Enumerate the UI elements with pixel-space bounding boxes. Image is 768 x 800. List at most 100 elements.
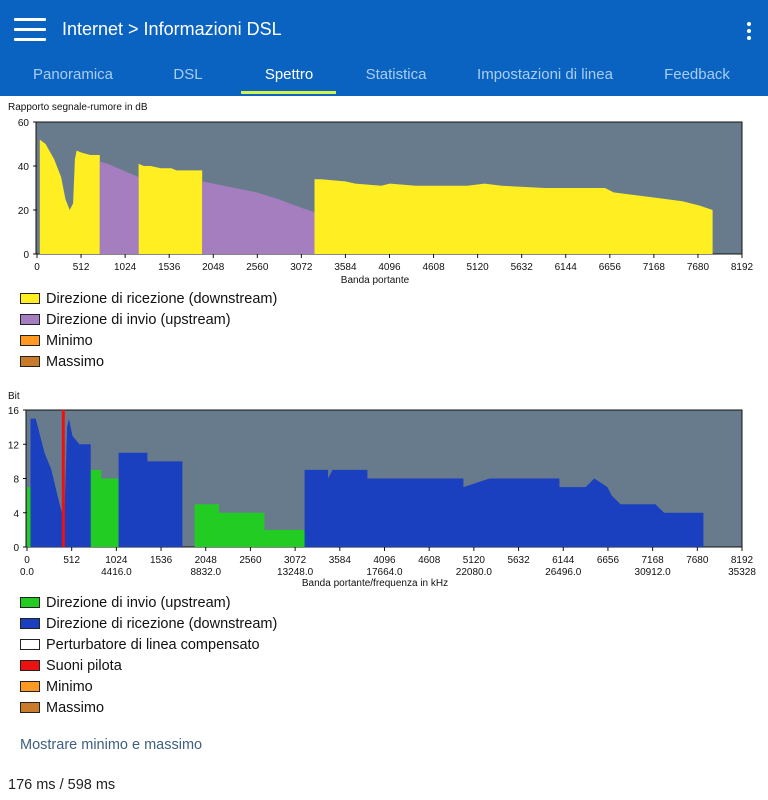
bits-x-tick-label: 3584 [329, 555, 352, 566]
snr-series-a [37, 139, 713, 254]
snr-x-tick-label: 3584 [334, 262, 357, 273]
legend-item: Direzione di ricezione (downstream) [20, 613, 277, 634]
bits-x-tick-label: 6144 [552, 555, 575, 566]
legend-item: Direzione di invio (upstream) [20, 309, 277, 330]
legend-swatch [20, 681, 40, 692]
bits-x-tick-label: 5120 [463, 555, 486, 566]
legend-swatch [20, 660, 40, 671]
bits-y-tick-label: 16 [8, 406, 20, 417]
tab-statistica[interactable]: Statistica [365, 66, 427, 83]
bits-legend: Direzione di invio (upstream) Direzione d… [20, 592, 277, 718]
bits-y-tick-label: 12 [8, 440, 20, 451]
snr-x-tick-label: 8192 [731, 262, 754, 273]
snr-x-tick-label: 2560 [246, 262, 269, 273]
legend-label: Direzione di ricezione (downstream) [46, 290, 278, 307]
show-min-max-link[interactable]: Mostrare minimo e massimo [20, 737, 203, 753]
snr-x-tick-label: 6144 [555, 262, 578, 273]
legend-item: Perturbatore di linea compensato [20, 634, 277, 655]
bits-freq-label: 26496.0 [545, 567, 582, 578]
bits-x-axis-label: Banda portante/frequenza in kHz [302, 578, 448, 589]
bits-chart: Bit 0 4 8 12 16 0 512 1024 1536 2048 2560 3072 3584 4… [8, 391, 756, 589]
legend-item: Massimo [20, 697, 277, 718]
bits-x-tick-label: 2560 [239, 555, 262, 566]
legend-swatch [20, 639, 40, 650]
bits-x-tick-label: 7680 [686, 555, 709, 566]
legend-label: Minimo [46, 332, 93, 349]
legend-label: Direzione di ricezione (downstream) [46, 615, 278, 632]
legend-item: Massimo [20, 351, 277, 372]
breadcrumb[interactable]: Internet > Informazioni DSL [62, 19, 282, 39]
snr-x-tick-label: 5632 [511, 262, 534, 273]
legend-swatch [20, 702, 40, 713]
legend-swatch [20, 335, 40, 346]
snr-legend: Direzione di ricezione (downstream) Direz… [20, 288, 277, 372]
snr-series-b [99, 161, 315, 254]
bits-freq-label: 8832.0 [190, 567, 221, 578]
bits-x-tick-label: 2048 [195, 555, 218, 566]
legend-item: Suoni pilota [20, 655, 277, 676]
legend-item: Direzione di invio (upstream) [20, 592, 277, 613]
bits-x-tick-label: 5632 [507, 555, 530, 566]
tab-impostazioni-di-linea[interactable]: Impostazioni di linea [477, 66, 613, 83]
legend-label: Perturbatore di linea compensato [46, 636, 260, 653]
legend-swatch [20, 356, 40, 367]
legend-swatch [20, 314, 40, 325]
bits-x-tick-label: 4096 [373, 555, 396, 566]
bits-series-b [30, 418, 704, 547]
snr-x-tick-label: 5120 [467, 262, 490, 273]
snr-x-tick-label: 7680 [687, 262, 710, 273]
legend-label: Direzione di invio (upstream) [46, 594, 231, 611]
bits-freq-label: 4416.0 [101, 567, 132, 578]
bits-x-tick-label: 7168 [642, 555, 665, 566]
snr-y-tick-label: 0 [23, 250, 29, 261]
legend-label: Suoni pilota [46, 657, 122, 674]
bits-freq-label: 17664.0 [366, 567, 403, 578]
legend-swatch [20, 597, 40, 608]
bits-x-tick-label: 512 [63, 555, 80, 566]
legend-label: Minimo [46, 678, 93, 695]
timing-text: 176 ms / 598 ms [8, 777, 116, 793]
snr-x-tick-label: 0 [34, 262, 40, 273]
tab-dsl[interactable]: DSL [173, 66, 203, 83]
snr-x-tick-label: 1024 [114, 262, 137, 273]
snr-x-tick-label: 3072 [290, 262, 313, 273]
bits-y-tick-label: 8 [13, 475, 19, 486]
bits-x-tick-label: 1024 [105, 555, 128, 566]
bits-x-tick-label: 3072 [284, 555, 307, 566]
tab-panoramica[interactable]: Panoramica [32, 66, 114, 83]
bits-freq-label: 0.0 [20, 567, 34, 578]
bits-x-tick-label: 1536 [150, 555, 173, 566]
snr-x-tick-label: 6656 [599, 262, 622, 273]
bits-x-tick-label: 4608 [418, 555, 441, 566]
tab-spettro[interactable]: Spettro [264, 66, 314, 83]
hamburger-menu-icon[interactable] [14, 18, 46, 42]
snr-x-axis-label: Banda portante [341, 275, 410, 286]
snr-x-tick-label: 1536 [158, 262, 181, 273]
snr-x-tick-label: 4096 [378, 262, 401, 273]
legend-swatch [20, 618, 40, 629]
snr-x-tick-label: 2048 [202, 262, 225, 273]
snr-y-tick-label: 40 [18, 162, 30, 173]
bits-chart-title: Bit [8, 391, 20, 402]
bits-x-tick-label: 8192 [731, 555, 754, 566]
bits-freq-label: 35328 [728, 567, 756, 578]
snr-chart: Rapporto segnale-rumore in dB 0 20 40 60 0 51… [8, 102, 754, 286]
bits-freq-label: 30912.0 [635, 567, 672, 578]
legend-item: Direzione di ricezione (downstream) [20, 288, 277, 309]
bits-pilot-tone-line [61, 410, 65, 547]
snr-y-tick-label: 20 [18, 206, 30, 217]
bits-x-tick-label: 6656 [597, 555, 620, 566]
active-tab-indicator [241, 91, 336, 94]
more-options-icon[interactable] [744, 22, 754, 40]
bits-freq-label: 13248.0 [277, 567, 314, 578]
legend-label: Massimo [46, 699, 105, 716]
snr-x-tick-label: 512 [73, 262, 90, 273]
snr-x-tick-label: 7168 [643, 262, 666, 273]
app-bar: Internet > Informazioni DSL Panoramica D… [0, 0, 768, 96]
bits-freq-label: 22080.0 [456, 567, 493, 578]
tab-feedback[interactable]: Feedback [664, 66, 730, 83]
bits-y-tick-label: 0 [13, 543, 19, 554]
snr-x-tick-label: 4608 [422, 262, 445, 273]
legend-item: Minimo [20, 330, 277, 351]
legend-label: Massimo [46, 353, 105, 370]
